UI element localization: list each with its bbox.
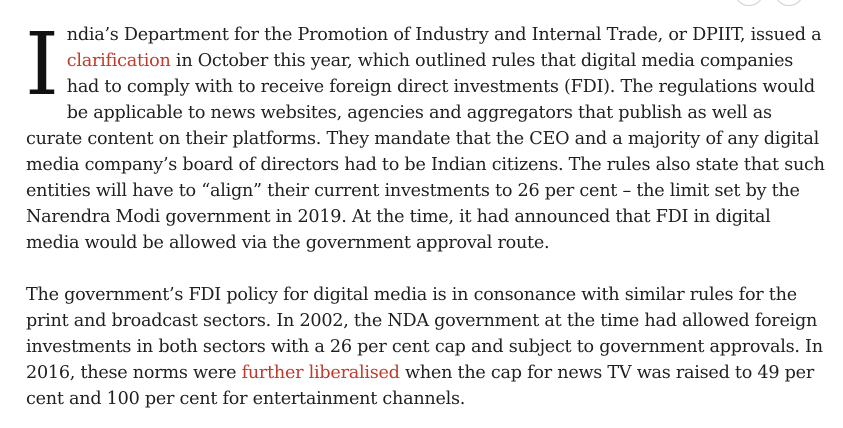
top-action-buttons [734,0,804,6]
paragraph-2-text-a: The government’s FDI policy for digital … [26,285,823,383]
paragraph-1-text-b: in October this year, which outlined rul… [26,51,825,253]
paragraph-2-text-b: when the cap for news TV was raised to 4… [26,363,815,409]
clarification-link[interactable]: clarification [66,51,171,71]
paragraph-1-text-a: ndia’s Department for the Promotion of I… [66,25,822,45]
bookmark-button[interactable] [774,0,804,6]
further-liberalised-link[interactable]: further liberalised [241,363,400,383]
share-button[interactable] [734,0,764,6]
paragraph-2: The government’s FDI policy for digital … [26,282,826,412]
drop-cap: I [25,15,59,115]
